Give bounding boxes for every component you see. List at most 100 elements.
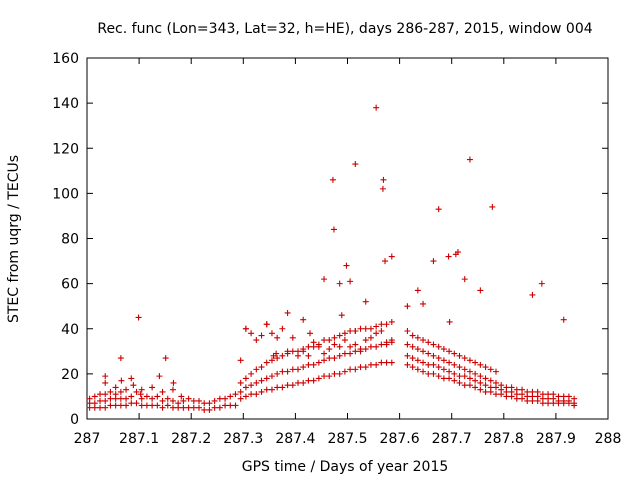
x-axis-label: GPS time / Days of year 2015 bbox=[242, 459, 449, 475]
data-point bbox=[341, 368, 348, 375]
data-point bbox=[446, 318, 453, 325]
data-point bbox=[477, 386, 484, 393]
data-point bbox=[352, 348, 359, 355]
data-point bbox=[383, 321, 390, 328]
data-point bbox=[404, 328, 411, 335]
data-point bbox=[289, 334, 296, 341]
data-point bbox=[362, 346, 369, 353]
data-point bbox=[456, 379, 463, 386]
data-point bbox=[289, 366, 296, 373]
data-point bbox=[91, 400, 98, 407]
data-point bbox=[430, 258, 437, 265]
data-point bbox=[326, 346, 333, 353]
data-point bbox=[420, 337, 427, 344]
data-point bbox=[331, 334, 338, 341]
x-tick-label: 287.4 bbox=[275, 431, 315, 447]
data-point bbox=[487, 384, 494, 391]
data-point bbox=[130, 382, 137, 389]
data-point bbox=[258, 388, 265, 395]
data-point bbox=[430, 370, 437, 377]
data-point bbox=[477, 379, 484, 386]
data-point bbox=[409, 355, 416, 362]
data-point bbox=[420, 368, 427, 375]
data-point bbox=[425, 370, 432, 377]
x-tick-label: 287.2 bbox=[171, 431, 211, 447]
data-point bbox=[466, 357, 473, 364]
data-point bbox=[248, 370, 255, 377]
data-point bbox=[102, 379, 109, 386]
data-point bbox=[321, 350, 328, 357]
data-points bbox=[86, 104, 578, 413]
y-tick-label: 100 bbox=[52, 186, 79, 202]
y-axis-label: STEC from uqrg / TECUs bbox=[6, 155, 22, 323]
data-point bbox=[156, 373, 163, 380]
data-point bbox=[268, 373, 275, 380]
data-point bbox=[305, 377, 312, 384]
data-point bbox=[482, 388, 489, 395]
y-tick-label: 160 bbox=[52, 51, 79, 67]
data-point bbox=[263, 359, 270, 366]
data-point bbox=[138, 402, 145, 409]
data-point bbox=[420, 348, 427, 355]
data-point bbox=[137, 391, 144, 398]
data-point bbox=[440, 357, 447, 364]
data-point bbox=[382, 258, 389, 265]
data-point bbox=[456, 352, 463, 359]
data-point bbox=[466, 368, 473, 375]
data-point bbox=[242, 384, 249, 391]
data-point bbox=[347, 328, 354, 335]
data-point bbox=[258, 364, 265, 371]
data-point bbox=[331, 355, 338, 362]
data-point bbox=[492, 391, 499, 398]
data-point bbox=[352, 341, 359, 348]
data-point bbox=[347, 366, 354, 373]
data-point bbox=[270, 352, 277, 359]
data-point bbox=[538, 280, 545, 287]
data-point bbox=[263, 386, 270, 393]
x-tick-label: 287.5 bbox=[327, 431, 367, 447]
data-point bbox=[341, 337, 348, 344]
data-point bbox=[216, 404, 223, 411]
data-point bbox=[97, 391, 104, 398]
data-point bbox=[274, 355, 281, 362]
data-point bbox=[118, 377, 125, 384]
data-point bbox=[404, 341, 411, 348]
data-point bbox=[336, 343, 343, 350]
data-point bbox=[274, 334, 281, 341]
data-point bbox=[379, 185, 386, 192]
data-point bbox=[539, 391, 546, 398]
data-point bbox=[446, 359, 453, 366]
data-point bbox=[430, 341, 437, 348]
data-point bbox=[336, 280, 343, 287]
data-point bbox=[550, 391, 557, 398]
data-point bbox=[367, 343, 374, 350]
data-point bbox=[237, 357, 244, 364]
data-point bbox=[305, 352, 312, 359]
data-point bbox=[315, 343, 322, 350]
data-point bbox=[149, 402, 156, 409]
data-point bbox=[430, 361, 437, 368]
x-tick-label: 287.3 bbox=[223, 431, 263, 447]
data-point bbox=[135, 314, 142, 321]
data-point bbox=[388, 359, 395, 366]
data-point bbox=[237, 395, 244, 402]
data-point bbox=[284, 309, 291, 316]
data-point bbox=[242, 393, 249, 400]
data-point bbox=[404, 303, 411, 310]
data-point bbox=[524, 388, 531, 395]
data-point bbox=[489, 203, 496, 210]
y-tick-label: 60 bbox=[61, 277, 79, 293]
data-point bbox=[362, 325, 369, 332]
data-point bbox=[295, 379, 302, 386]
data-point bbox=[102, 404, 109, 411]
data-point bbox=[248, 382, 255, 389]
data-point bbox=[466, 382, 473, 389]
data-point bbox=[164, 402, 171, 409]
data-point bbox=[414, 366, 421, 373]
data-point bbox=[420, 300, 427, 307]
data-point bbox=[143, 402, 150, 409]
data-point bbox=[123, 386, 130, 393]
data-point bbox=[190, 397, 197, 404]
data-point bbox=[222, 395, 229, 402]
data-point bbox=[279, 368, 286, 375]
